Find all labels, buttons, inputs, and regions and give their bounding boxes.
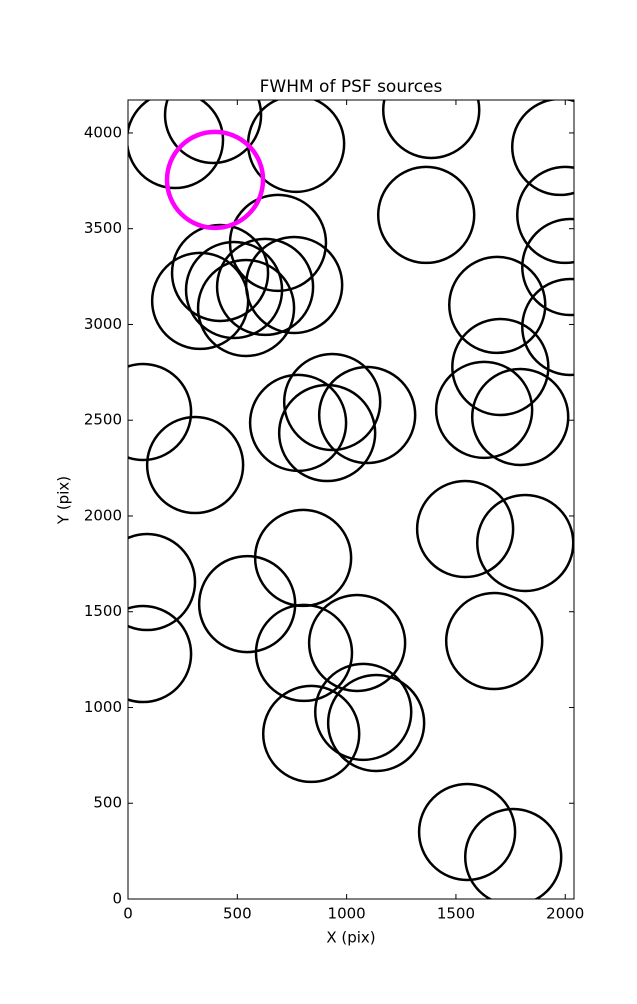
- psf-circle: [451, 317, 550, 417]
- y-tick-label: 4000: [84, 123, 122, 141]
- y-tick-label: 3500: [84, 219, 122, 237]
- y-tick-label: 500: [93, 794, 122, 812]
- psf-circle: [196, 258, 296, 358]
- psf-circle: [317, 365, 417, 465]
- y-tick-label: 2500: [84, 411, 122, 429]
- y-tick-label: 2000: [84, 506, 122, 524]
- psf-circle: [376, 165, 476, 265]
- psf-circle: [470, 367, 570, 467]
- x-tick-label: 0: [123, 905, 133, 923]
- psf-circle: [313, 662, 413, 762]
- psf-circle: [128, 100, 225, 190]
- y-tick-label: 3000: [84, 315, 122, 333]
- chart-title: FWHM of PSF sources: [260, 77, 443, 97]
- psf-circle: [516, 165, 574, 265]
- psf-circle: [145, 415, 245, 515]
- psf-circle: [163, 100, 263, 165]
- psf-circle: [521, 277, 574, 377]
- x-tick-label: 1000: [328, 905, 366, 923]
- plot-area: [128, 100, 574, 899]
- psf-circle: [184, 240, 284, 340]
- y-tick-label: 1000: [84, 698, 122, 716]
- psf-circle: [476, 493, 574, 593]
- psf-circle: [510, 100, 574, 197]
- psf-circle: [128, 362, 193, 462]
- psf-circle: [164, 129, 266, 231]
- x-tick-label: 500: [223, 905, 252, 923]
- psf-circle: [197, 554, 297, 654]
- psf-circle: [150, 251, 250, 351]
- y-axis-label: Y (pix): [55, 476, 73, 525]
- psf-circle: [261, 684, 361, 784]
- psf-circle: [253, 508, 353, 608]
- psf-circle: [521, 217, 574, 317]
- psf-circle: [128, 604, 193, 704]
- psf-circle: [463, 807, 563, 899]
- psf-circle: [244, 235, 344, 335]
- psf-circle: [277, 383, 377, 483]
- psf-circle: [282, 352, 382, 452]
- psf-circle: [248, 373, 348, 473]
- psf-circle: [448, 255, 547, 355]
- psf-circle: [417, 782, 517, 882]
- plot-frame: [127, 99, 575, 900]
- psf-circle: [444, 591, 544, 691]
- x-tick-label: 1500: [437, 905, 475, 923]
- y-tick-label: 1500: [84, 602, 122, 620]
- x-tick-label: 2000: [546, 905, 584, 923]
- psf-circle: [326, 673, 426, 773]
- psf-circle: [415, 479, 515, 579]
- x-axis-label: X (pix): [326, 929, 375, 947]
- psf-circle: [307, 593, 407, 693]
- psf-circle: [382, 100, 481, 160]
- y-tick-label: 0: [112, 890, 122, 908]
- psf-circle: [215, 237, 315, 337]
- psf-circle: [434, 360, 534, 460]
- psf-circle: [254, 603, 354, 703]
- psf-circle: [170, 223, 270, 323]
- psf-circle: [128, 532, 197, 632]
